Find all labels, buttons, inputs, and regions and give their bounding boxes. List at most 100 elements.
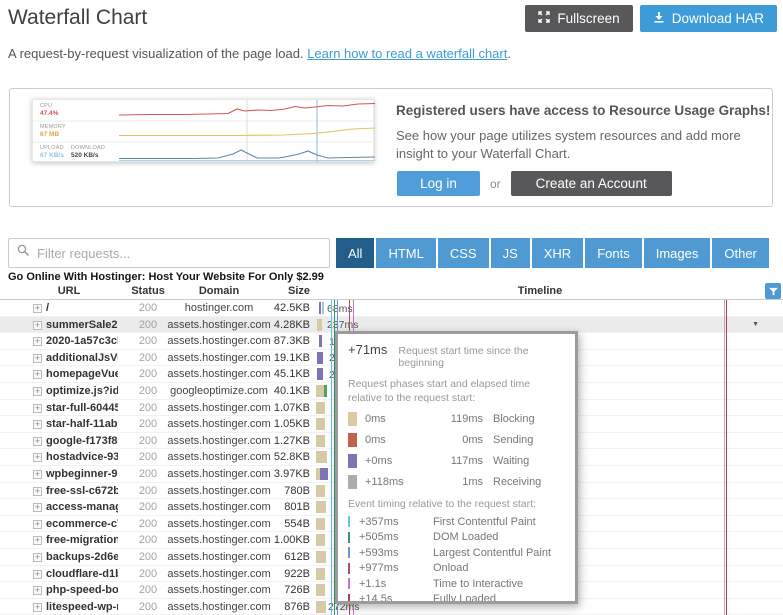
timeline-bar xyxy=(324,385,327,397)
request-url[interactable]: summerSale2022-4... xyxy=(46,319,118,331)
tab-all[interactable]: All xyxy=(336,238,374,268)
request-url[interactable]: homepageVueJs-b... xyxy=(46,368,118,380)
request-url[interactable]: ecommerce-c7ada... xyxy=(46,518,118,530)
request-timeline[interactable]: 68ms xyxy=(315,300,778,317)
tab-html[interactable]: HTML xyxy=(376,238,435,268)
expand-row-icon[interactable]: + xyxy=(33,487,42,496)
request-url[interactable]: / xyxy=(46,302,118,314)
request-size: 4.28KB xyxy=(244,319,310,331)
event-row: +593msLargest Contentful Paint xyxy=(348,547,565,558)
column-header-status[interactable]: Status xyxy=(130,285,166,297)
column-header-timeline: Timeline xyxy=(315,285,765,297)
expand-row-icon[interactable]: + xyxy=(33,470,42,479)
event-value: +505ms xyxy=(359,531,421,543)
event-color-swatch xyxy=(348,547,350,558)
request-url[interactable]: cloudflare-d1bcbd... xyxy=(46,568,118,580)
expand-row-icon[interactable]: + xyxy=(33,420,42,429)
phase-name: Sending xyxy=(493,434,533,446)
timeline-bar xyxy=(322,302,324,314)
timeline-options-button[interactable] xyxy=(765,283,781,299)
download-value: 520 KB/s xyxy=(71,152,98,159)
tab-fonts[interactable]: Fonts xyxy=(585,238,642,268)
tab-images[interactable]: Images xyxy=(644,238,711,268)
request-status: 200 xyxy=(130,468,166,480)
request-url[interactable]: hostadvice-93f8c2... xyxy=(46,451,118,463)
event-name: Largest Contentful Paint xyxy=(433,547,551,559)
expand-row-icon[interactable]: + xyxy=(33,337,42,346)
expand-row-icon[interactable]: + xyxy=(33,553,42,562)
banner-headline: Registered users have access to Resource… xyxy=(396,103,770,118)
request-size: 876B xyxy=(244,601,310,613)
request-url[interactable]: access-manageme... xyxy=(46,501,118,513)
timeline-bar xyxy=(319,335,322,347)
request-url[interactable]: wpbeginner-97b8d... xyxy=(46,468,118,480)
phase-name: Blocking xyxy=(493,413,535,425)
tab-xhr[interactable]: XHR xyxy=(532,238,583,268)
request-url[interactable]: php-speed-boost-f... xyxy=(46,584,118,596)
expand-row-icon[interactable]: + xyxy=(33,387,42,396)
request-url[interactable]: star-half-11ab6cc0... xyxy=(46,418,118,430)
expand-row-icon[interactable]: + xyxy=(33,570,42,579)
request-url[interactable]: 2020-1a57c3cbcd.c... xyxy=(46,335,118,347)
sponsor-ad-text[interactable]: Go Online With Hostinger: Host Your Webs… xyxy=(8,271,324,283)
tooltip-header: +71ms Request start time since the begin… xyxy=(348,342,565,369)
request-url[interactable]: additionalJsVue-69... xyxy=(46,352,118,364)
request-size: 612B xyxy=(244,551,310,563)
request-url[interactable]: free-ssl-c672bc7cf... xyxy=(46,485,118,497)
column-header-size[interactable]: Size xyxy=(252,285,310,297)
timeline-duration-label: 2 xyxy=(329,352,335,364)
tab-js[interactable]: JS xyxy=(491,238,530,268)
request-status: 200 xyxy=(130,601,166,613)
expand-row-icon[interactable]: + xyxy=(33,370,42,379)
phase-row-receiving: +118ms1msReceiving xyxy=(348,475,565,489)
tab-other[interactable]: Other xyxy=(712,238,769,268)
expand-row-icon[interactable]: + xyxy=(33,603,42,612)
memory-label: MEMORY xyxy=(40,124,66,130)
request-status: 200 xyxy=(130,402,166,414)
timeline-bar xyxy=(316,534,325,546)
request-url[interactable]: google-f173f8191f... xyxy=(46,435,118,447)
fullscreen-button[interactable]: Fullscreen xyxy=(525,5,632,32)
request-status: 200 xyxy=(130,319,166,331)
request-size: 780B xyxy=(244,485,310,497)
expand-row-icon[interactable]: + xyxy=(33,354,42,363)
column-header-url[interactable]: URL xyxy=(8,285,130,297)
expand-row-icon[interactable]: + xyxy=(33,536,42,545)
event-color-swatch xyxy=(348,532,350,543)
timeline-duration-label: 1 xyxy=(329,336,335,348)
tooltip-start-time: +71ms xyxy=(348,342,387,357)
login-button[interactable]: Log in xyxy=(397,171,480,196)
row-options-caret[interactable]: ▼ xyxy=(752,321,759,328)
request-url[interactable]: free-migration-913... xyxy=(46,534,118,546)
request-url[interactable]: star-full-6044548a0... xyxy=(46,402,118,414)
expand-row-icon[interactable]: + xyxy=(33,404,42,413)
event-name: DOM Loaded xyxy=(433,531,498,543)
expand-row-icon[interactable]: + xyxy=(33,520,42,529)
expand-row-icon[interactable]: + xyxy=(33,321,42,330)
request-url[interactable]: optimize.js?id=GT... xyxy=(46,385,118,397)
timeline-duration-label: 2 xyxy=(329,369,335,381)
request-type-tabs: AllHTMLCSSJSXHRFontsImagesOther xyxy=(336,238,769,268)
timeline-bar xyxy=(319,302,321,314)
waterfall-help-link[interactable]: Learn how to read a waterfall chart xyxy=(307,46,507,61)
expand-row-icon[interactable]: + xyxy=(33,437,42,446)
filter-requests-field[interactable] xyxy=(8,238,330,268)
request-size: 87.3KB xyxy=(244,335,310,347)
create-account-button[interactable]: Create an Account xyxy=(511,171,672,196)
tab-css[interactable]: CSS xyxy=(438,238,489,268)
expand-row-icon[interactable]: + xyxy=(33,586,42,595)
download-har-button[interactable]: Download HAR xyxy=(640,5,777,32)
request-url[interactable]: litespeed-wp-modu... xyxy=(46,601,118,613)
event-name: Time to Interactive xyxy=(433,578,523,590)
phase-duration: 117ms xyxy=(415,455,483,467)
expand-row-icon[interactable]: + xyxy=(33,453,42,462)
event-color-swatch xyxy=(348,516,350,527)
filter-requests-input[interactable] xyxy=(37,246,307,261)
request-url[interactable]: backups-2d6e895c... xyxy=(46,551,118,563)
table-row[interactable]: + / 200 hostinger.com 42.5KB 68ms xyxy=(0,300,783,317)
expand-row-icon[interactable]: + xyxy=(33,304,42,313)
timeline-bar xyxy=(316,385,324,397)
expand-row-icon[interactable]: + xyxy=(33,503,42,512)
request-size: 3.97KB xyxy=(244,468,310,480)
phase-duration: 0ms xyxy=(415,434,483,446)
